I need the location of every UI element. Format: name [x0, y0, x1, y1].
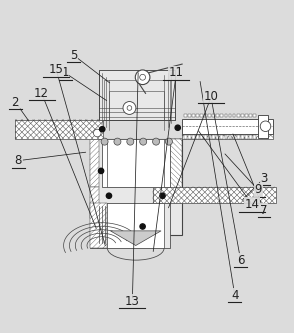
Bar	[258, 115, 268, 138]
Circle shape	[175, 125, 180, 130]
Bar	[233, 135, 235, 139]
Bar	[225, 114, 227, 118]
Bar	[241, 114, 244, 118]
Bar	[233, 114, 235, 118]
Bar	[245, 135, 248, 139]
Bar	[249, 114, 252, 118]
Text: 1: 1	[61, 66, 69, 79]
Bar	[182, 120, 273, 139]
Text: 10: 10	[204, 90, 219, 103]
Bar	[220, 114, 223, 118]
Text: 6: 6	[237, 254, 244, 267]
Bar	[171, 139, 182, 203]
Bar	[108, 203, 164, 248]
Circle shape	[140, 138, 147, 145]
Circle shape	[166, 138, 173, 145]
Text: 3: 3	[260, 172, 268, 185]
Bar	[90, 139, 99, 187]
Circle shape	[160, 193, 165, 198]
Bar	[90, 187, 99, 218]
Bar	[220, 135, 223, 139]
Text: 15: 15	[49, 64, 64, 77]
Circle shape	[93, 129, 101, 137]
Bar	[208, 114, 211, 118]
Circle shape	[123, 102, 136, 115]
Bar	[99, 70, 175, 120]
Bar	[237, 114, 240, 118]
Bar	[90, 203, 171, 248]
Text: 13: 13	[125, 295, 140, 308]
Polygon shape	[111, 231, 161, 245]
Circle shape	[153, 138, 160, 145]
Bar	[241, 135, 244, 139]
Circle shape	[140, 74, 146, 80]
Bar	[200, 114, 203, 118]
Circle shape	[140, 224, 145, 229]
Bar	[15, 120, 103, 139]
Text: 8: 8	[15, 154, 22, 167]
Bar	[228, 135, 231, 139]
Bar	[102, 139, 171, 187]
Bar	[245, 114, 248, 118]
Circle shape	[100, 127, 105, 132]
Circle shape	[127, 106, 132, 110]
Bar	[182, 119, 273, 134]
Circle shape	[260, 121, 271, 132]
Text: 11: 11	[169, 66, 184, 79]
Circle shape	[106, 193, 112, 198]
Text: 14: 14	[245, 198, 260, 211]
Circle shape	[135, 70, 150, 85]
Bar	[188, 135, 191, 139]
Bar	[253, 114, 256, 118]
Text: 9: 9	[254, 183, 262, 196]
Text: 2: 2	[11, 96, 19, 109]
Bar	[253, 135, 256, 139]
Bar	[225, 135, 227, 139]
Bar	[184, 135, 187, 139]
Bar	[204, 135, 207, 139]
Circle shape	[114, 138, 121, 145]
Bar	[216, 135, 219, 139]
Bar	[192, 114, 195, 118]
Circle shape	[101, 138, 108, 145]
Bar	[109, 91, 164, 120]
Bar	[188, 114, 191, 118]
Bar	[212, 135, 215, 139]
Text: 12: 12	[34, 87, 49, 100]
Bar	[192, 135, 195, 139]
Bar	[216, 114, 219, 118]
Text: 4: 4	[231, 289, 238, 302]
Bar	[212, 114, 215, 118]
Bar	[108, 139, 164, 187]
Bar	[196, 135, 199, 139]
Text: 7: 7	[260, 204, 268, 217]
Circle shape	[98, 168, 104, 173]
Bar	[153, 187, 276, 203]
Bar	[249, 135, 252, 139]
Bar	[184, 114, 187, 118]
Bar	[228, 114, 231, 118]
Bar	[90, 203, 108, 248]
Bar	[196, 114, 199, 118]
Bar	[90, 139, 182, 235]
Bar	[171, 139, 182, 187]
Circle shape	[127, 138, 134, 145]
Bar	[237, 135, 240, 139]
Bar	[104, 81, 170, 120]
Bar	[204, 114, 207, 118]
Text: 5: 5	[70, 49, 78, 62]
Bar	[208, 135, 211, 139]
Bar	[200, 135, 203, 139]
